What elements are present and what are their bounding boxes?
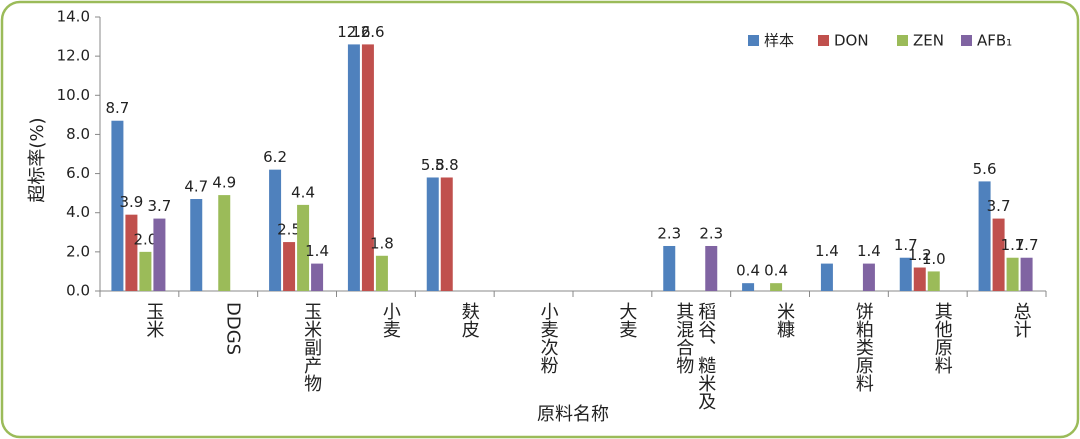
bar	[283, 242, 296, 291]
x-tick-label: 小麦次粉	[537, 302, 559, 374]
data-label: 1.2	[908, 246, 932, 264]
data-label: 12.6	[337, 23, 370, 41]
data-label: 3.7	[987, 197, 1011, 215]
bar	[297, 204, 310, 291]
x-tick-label: 大麦	[616, 302, 638, 338]
x-tick-label: 其他原料	[931, 302, 953, 374]
legend-label: 样本	[764, 32, 794, 50]
data-label: 2.3	[657, 224, 681, 242]
data-label: 5.8	[435, 156, 459, 174]
x-tick-label: 小麦	[379, 302, 401, 338]
legend-label: DON	[834, 32, 869, 50]
bar	[862, 263, 875, 291]
data-label: 1.4	[305, 242, 329, 260]
y-tick-label: 6.0	[66, 164, 90, 182]
bar	[153, 218, 166, 291]
data-label: 1.4	[815, 242, 839, 260]
bar	[218, 195, 231, 291]
data-label: 0.4	[736, 262, 760, 280]
legend-swatch	[961, 35, 972, 46]
bar	[269, 169, 282, 291]
bar	[190, 199, 203, 291]
data-label: 0.4	[764, 262, 788, 280]
data-label: 2.5	[277, 221, 301, 239]
bar	[913, 267, 926, 291]
data-label: 1.0	[922, 250, 946, 268]
bar	[705, 245, 718, 291]
bar	[899, 257, 912, 291]
bar	[311, 263, 324, 291]
data-label: 5.8	[421, 156, 445, 174]
x-tick-label: 玉米	[143, 302, 165, 338]
data-label: 1.4	[857, 242, 881, 260]
bar	[742, 283, 755, 291]
data-label: 1.7	[894, 236, 918, 254]
data-label: 2.0	[133, 230, 157, 248]
data-label: 4.7	[184, 178, 208, 196]
data-label: 6.2	[263, 148, 287, 166]
y-tick-label: 12.0	[57, 47, 90, 65]
x-tick-label: 饼粕类原料	[852, 302, 874, 392]
y-tick-label: 4.0	[66, 203, 90, 221]
bar	[347, 44, 360, 292]
x-tick-label: 玉米副产物	[301, 302, 323, 392]
x-tick-label: 米糠	[774, 302, 796, 338]
x-tick-label: DDGS	[222, 302, 244, 356]
x-tick-label: 总计	[1010, 302, 1032, 338]
data-label: 12.6	[351, 23, 384, 41]
bar	[139, 251, 152, 291]
bar	[111, 120, 124, 291]
y-axis-title: 超标率(%)	[27, 117, 48, 202]
data-label: 1.8	[370, 234, 394, 252]
bar	[426, 177, 439, 291]
legend-label: ZEN	[913, 32, 944, 50]
bar	[440, 177, 453, 291]
bar	[375, 255, 388, 291]
bar	[820, 263, 833, 291]
legend-label: AFB₁	[977, 32, 1012, 50]
data-label: 4.9	[212, 174, 236, 192]
y-tick-label: 10.0	[57, 86, 90, 104]
data-label: 5.6	[973, 160, 997, 178]
data-label: 3.9	[119, 193, 143, 211]
x-axis-title: 原料名称	[537, 404, 609, 425]
data-label: 1.7	[1001, 236, 1025, 254]
y-tick-label: 0.0	[66, 282, 90, 300]
bar	[927, 271, 940, 291]
data-label: 2.3	[699, 224, 723, 242]
x-tick-label: 麸皮	[458, 302, 480, 338]
data-label: 4.4	[291, 183, 315, 201]
y-tick-label: 8.0	[66, 125, 90, 143]
bar	[361, 44, 374, 292]
bar	[125, 214, 138, 291]
data-label: 3.7	[147, 197, 171, 215]
data-label: 8.7	[105, 99, 129, 117]
bar	[1006, 257, 1019, 291]
bar	[992, 218, 1005, 291]
x-tick-label: 稻谷、糙米及其混合物	[673, 302, 717, 410]
bar	[1020, 257, 1033, 291]
legend-swatch	[897, 35, 908, 46]
y-tick-label: 2.0	[66, 242, 90, 260]
bar	[978, 181, 991, 291]
legend-swatch	[818, 35, 829, 46]
y-tick-label: 14.0	[57, 8, 90, 26]
bar	[663, 245, 676, 291]
data-label: 1.7	[1015, 236, 1039, 254]
bar	[770, 283, 783, 291]
legend-swatch	[748, 35, 759, 46]
